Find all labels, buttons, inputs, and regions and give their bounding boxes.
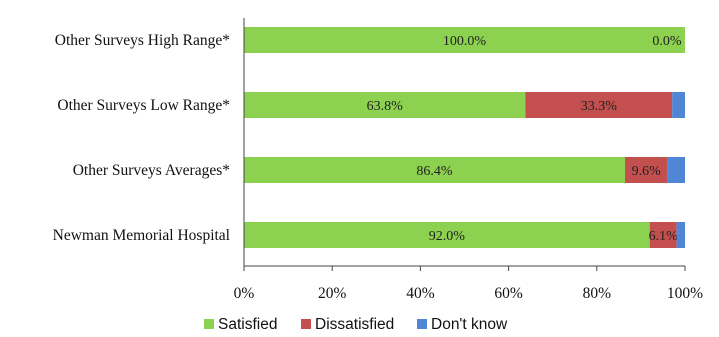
bar-segment-satisfied bbox=[244, 222, 650, 248]
legend-swatch-satisfied bbox=[204, 319, 214, 329]
category-label: Other Surveys Low Range* bbox=[57, 97, 230, 114]
bar-segment-don-t-know bbox=[667, 157, 685, 183]
data-label: 100.0% bbox=[443, 34, 487, 49]
bar-segment-satisfied bbox=[244, 92, 526, 118]
x-tick-label: 0% bbox=[234, 285, 255, 302]
bar-segment-satisfied bbox=[244, 157, 626, 183]
bar-segment-dissatisfied bbox=[525, 92, 673, 118]
bar-segment-dissatisfied bbox=[625, 157, 668, 183]
axes-group: Other Surveys High Range* Other Surveys L… bbox=[53, 18, 703, 302]
x-tick-label: 40% bbox=[406, 285, 435, 302]
category-label: Newman Memorial Hospital bbox=[53, 227, 230, 244]
legend-label: Satisfied bbox=[218, 316, 277, 333]
bar-segment-dissatisfied bbox=[649, 222, 677, 248]
bar-segment-satisfied bbox=[244, 27, 685, 53]
legend-label: Don't know bbox=[431, 316, 508, 333]
x-tick-label: 60% bbox=[494, 285, 523, 302]
bar-segment-don-t-know bbox=[672, 92, 685, 118]
x-tick-label: 20% bbox=[318, 285, 347, 302]
data-label: 92.0% bbox=[429, 229, 466, 244]
x-tick-label: 100% bbox=[667, 285, 703, 302]
legend-swatch-dissatisfied bbox=[301, 319, 311, 329]
bars-group: 100.0% 0.0% 63.8% 33.3% 86.4% 9.6% 92.0% 6.1% bbox=[244, 27, 685, 248]
category-label: Other Surveys High Range* bbox=[55, 32, 230, 49]
data-label: 6.1% bbox=[649, 229, 679, 244]
data-label: 33.3% bbox=[581, 99, 618, 114]
category-label: Other Surveys Averages* bbox=[73, 162, 231, 179]
legend: Satisfied Dissatisfied Don't know bbox=[204, 316, 508, 333]
legend-label: Dissatisfied bbox=[315, 316, 394, 333]
data-label: 9.6% bbox=[632, 164, 662, 179]
data-label: 63.8% bbox=[367, 99, 404, 114]
legend-swatch-don-t-know bbox=[417, 319, 427, 329]
x-tick-label: 80% bbox=[583, 285, 612, 302]
data-label: 0.0% bbox=[652, 34, 682, 49]
data-label: 86.4% bbox=[416, 164, 453, 179]
bar-segment-don-t-know bbox=[676, 222, 685, 248]
